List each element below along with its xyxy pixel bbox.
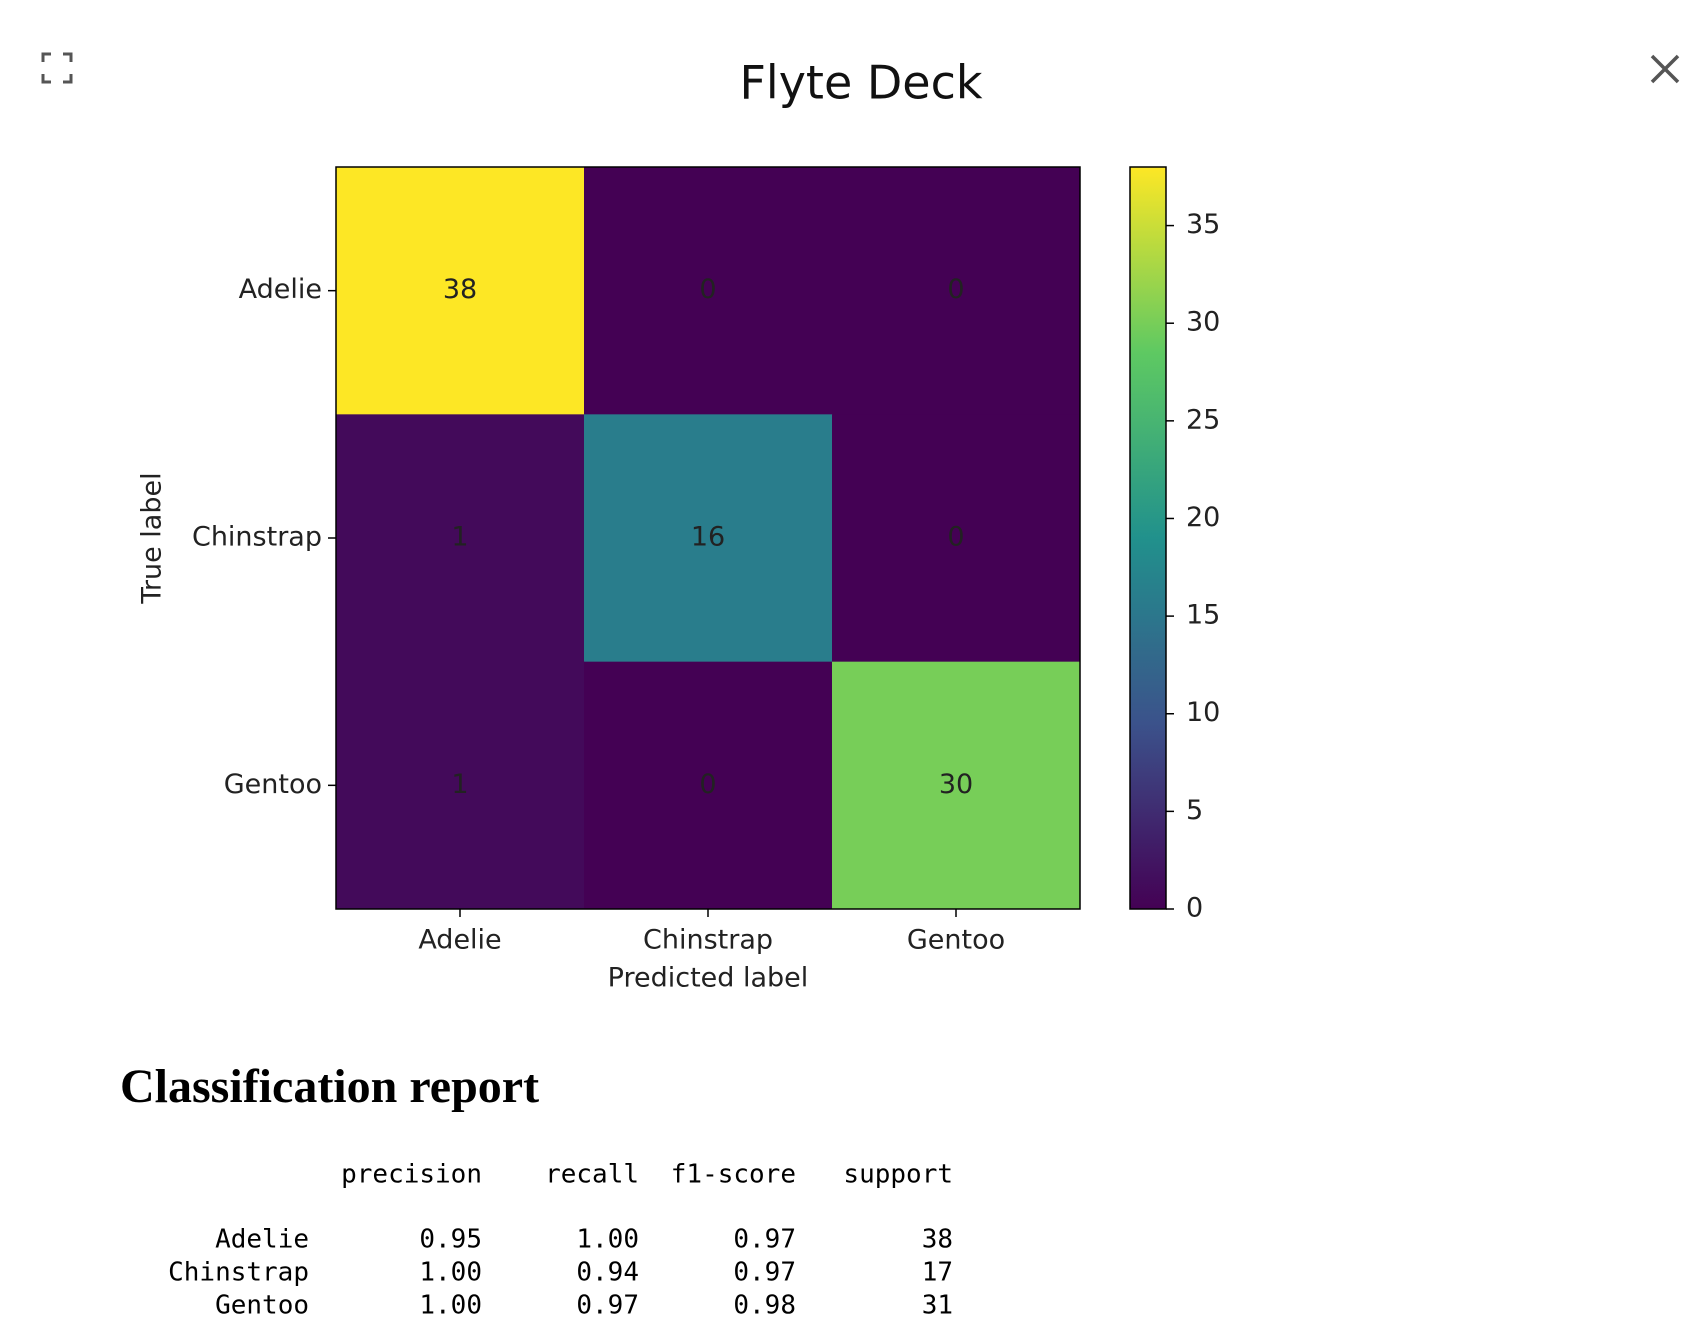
report-cell: 0.98: [733, 1291, 796, 1321]
x-tick-label: Chinstrap: [643, 925, 773, 956]
x-tick-label: Gentoo: [907, 925, 1005, 956]
report-row-label: Adelie: [215, 1225, 309, 1255]
report-cell: 0.97: [733, 1258, 796, 1288]
colorbar-tick-label: 15: [1186, 600, 1220, 631]
report-row-label: Gentoo: [215, 1291, 309, 1321]
report-column-header: f1-score: [671, 1160, 796, 1190]
colorbar-tick-label: 35: [1186, 209, 1220, 240]
heatmap-cell: [336, 661, 585, 910]
x-tick-label: Adelie: [418, 925, 501, 956]
cell-label: 0: [699, 274, 716, 305]
colorbar-tick-label: 20: [1186, 502, 1220, 533]
report-cell: 0.97: [576, 1291, 639, 1321]
cell-label: 38: [443, 274, 477, 305]
report-row-label: Chinstrap: [168, 1258, 309, 1288]
cell-label: 16: [691, 522, 725, 553]
heatmap-cell: [336, 414, 585, 663]
colorbar-tick-label: 5: [1186, 795, 1203, 826]
expand-icon[interactable]: [41, 52, 73, 84]
colorbar-tick-label: 0: [1186, 893, 1203, 924]
cell-label: 1: [451, 522, 468, 553]
report-column-header: precision: [341, 1160, 482, 1190]
report-cell: 0.95: [419, 1225, 482, 1255]
y-tick-label: Gentoo: [224, 769, 322, 800]
heatmap-cell: [584, 661, 833, 910]
y-axis-label: True label: [137, 472, 168, 604]
heatmap-cell: [336, 167, 585, 415]
cell-label: 0: [947, 522, 964, 553]
cell-label: 0: [699, 769, 716, 800]
heatmap-cell: [584, 167, 833, 415]
colorbar-tick-label: 10: [1186, 697, 1220, 728]
report-cell: 1.00: [576, 1225, 639, 1255]
heatmap-cell: [584, 414, 833, 663]
cell-label: 0: [947, 274, 964, 305]
deck-title: Flyte Deck: [739, 56, 982, 110]
y-tick-label: Chinstrap: [192, 522, 322, 553]
cell-label: 30: [939, 769, 973, 800]
y-tick-label: Adelie: [239, 274, 322, 305]
colorbar-tick-label: 25: [1186, 404, 1220, 435]
colorbar: [1129, 166, 1167, 910]
report-cell: 0.94: [576, 1258, 639, 1288]
close-icon[interactable]: [1650, 54, 1680, 84]
x-axis-label: Predicted label: [608, 963, 809, 994]
report-column-header: support: [843, 1160, 953, 1190]
cell-label: 1: [451, 769, 468, 800]
report-cell: 31: [922, 1291, 953, 1321]
report-title: Classification report: [120, 1060, 539, 1113]
report-cell: 38: [922, 1225, 953, 1255]
report-cell: 1.00: [419, 1258, 482, 1288]
report-cell: 1.00: [419, 1291, 482, 1321]
heatmap-cell: [832, 414, 1081, 663]
colorbar-tick-label: 30: [1186, 307, 1220, 338]
heatmap-cell: [832, 661, 1081, 910]
report-cell: 17: [922, 1258, 953, 1288]
report-cell: 0.97: [733, 1225, 796, 1255]
heatmap-cell: [832, 167, 1081, 415]
report-column-header: recall: [545, 1160, 639, 1190]
